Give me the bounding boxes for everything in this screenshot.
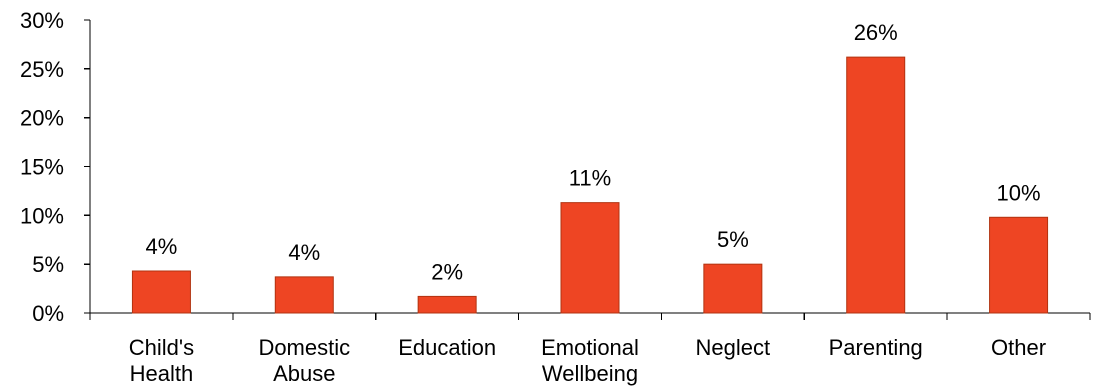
y-tick-label: 0% [32, 301, 64, 326]
data-label: 11% [569, 166, 611, 191]
x-tick-label: Domestic [258, 335, 350, 360]
y-tick-label: 10% [20, 203, 64, 228]
x-tick-label: Neglect [696, 335, 771, 360]
x-tick-label: Emotional [541, 335, 639, 360]
x-tick-label: Education [398, 335, 496, 360]
data-label: 10% [997, 180, 1041, 205]
bar [131, 270, 191, 314]
data-label: 4% [288, 240, 320, 265]
bar [560, 202, 620, 314]
x-tick-label: Parenting [829, 335, 923, 360]
x-tick-label: Abuse [273, 361, 335, 386]
x-tick-label: Health [130, 361, 194, 386]
y-tick-label: 15% [20, 155, 64, 180]
data-label: 26% [854, 20, 898, 45]
bar [417, 295, 477, 314]
bar [274, 276, 334, 314]
x-tick-label: Wellbeing [542, 361, 638, 386]
data-label: 5% [717, 227, 749, 252]
y-tick-label: 20% [20, 106, 64, 131]
y-tick-label: 5% [32, 252, 64, 277]
bar [703, 263, 763, 314]
y-tick-label: 25% [20, 57, 64, 82]
bars [131, 56, 1049, 314]
y-tick-label: 30% [20, 8, 64, 33]
data-label: 4% [146, 234, 178, 259]
bar [989, 216, 1049, 314]
y-axis: 0% 5% 10% 15% 20% 25% 30% [20, 8, 91, 326]
x-tick-label: Other [991, 335, 1046, 360]
data-labels: 4% 4% 2% 11% 5% 26% 10% [146, 20, 1041, 284]
x-axis [89, 312, 1091, 320]
data-label: 2% [431, 259, 463, 284]
x-tick-label: Child's [129, 335, 194, 360]
bar [846, 56, 906, 314]
